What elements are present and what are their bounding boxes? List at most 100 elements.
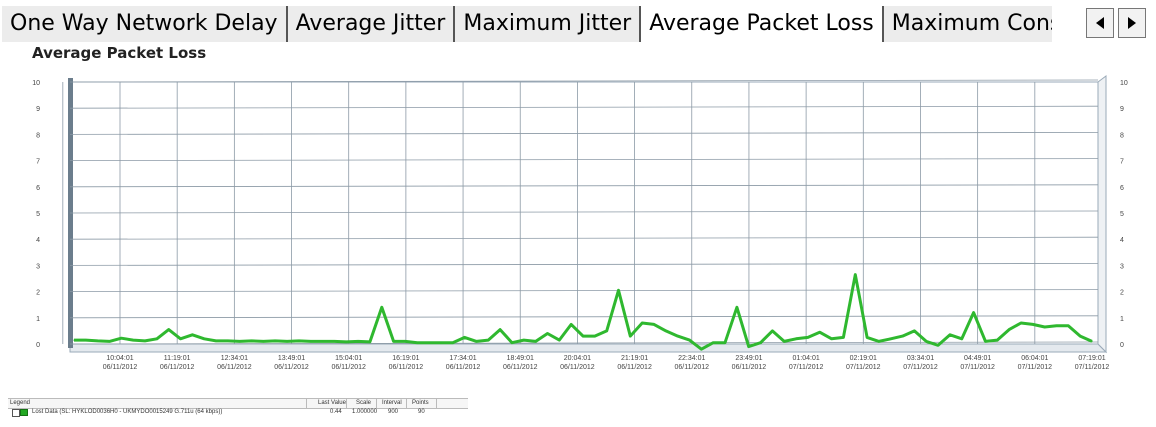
data-point <box>736 306 738 308</box>
x-tick-time: 12:34:01 <box>221 355 248 362</box>
tab-one-way-network-delay[interactable]: One Way Network Delay <box>2 6 288 42</box>
gridline-h <box>69 132 1099 135</box>
data-point <box>748 346 750 348</box>
plot-floor <box>69 343 1108 353</box>
legend-header-last-value: Last Value <box>318 400 346 406</box>
x-tick-time: 23:49:01 <box>735 355 762 362</box>
x-tick-time: 20:04:01 <box>564 355 591 362</box>
y-tick-label-right: 6 <box>1120 185 1124 192</box>
data-point <box>262 340 264 342</box>
data-point <box>535 340 537 342</box>
x-tick-date: 07/11/2012 <box>1018 364 1053 371</box>
data-point <box>144 340 146 342</box>
tab-strip: One Way Network Delay Average Jitter Max… <box>0 0 1156 44</box>
chart-title: Average Packet Loss <box>32 44 207 62</box>
data-point <box>475 340 478 342</box>
x-tick-time: 07:19:01 <box>1078 355 1105 362</box>
tab-maximum-jitter[interactable]: Maximum Jitter <box>455 6 642 42</box>
chart-area: 0 0 1 1 2 2 3 3 4 4 5 5 6 6 7 7 8 8 9 9 10 10 10:04:01 06/11/20… <box>8 68 1148 398</box>
data-point <box>179 338 182 340</box>
data-point <box>677 335 679 337</box>
data-point <box>381 306 383 308</box>
data-point <box>606 330 608 332</box>
data-point <box>570 323 572 325</box>
data-point <box>665 330 667 332</box>
data-point <box>404 340 406 342</box>
tab-scroll-left-button[interactable] <box>1086 8 1114 38</box>
data-point <box>902 335 904 337</box>
legend-visibility-checkbox[interactable] <box>12 409 20 417</box>
legend-points: 90 <box>418 409 425 415</box>
data-point <box>310 340 312 342</box>
data-point <box>523 339 525 341</box>
x-tick-date: 06/11/2012 <box>217 364 252 371</box>
data-point <box>558 339 560 341</box>
x-tick-time: 03:34:01 <box>907 355 934 362</box>
data-point <box>629 335 631 337</box>
x-tick-date: 06/11/2012 <box>274 364 309 371</box>
data-point <box>724 342 726 344</box>
tab-scroll-right-button[interactable] <box>1118 8 1146 38</box>
data-point <box>653 323 655 325</box>
data-point <box>73 339 75 341</box>
data-point <box>984 340 987 342</box>
x-tick-date: 06/11/2012 <box>160 364 195 371</box>
tab-maximum-cons[interactable]: Maximum Cons <box>883 6 1052 42</box>
data-point <box>854 274 856 276</box>
x-tick-time: 18:49:01 <box>507 355 534 362</box>
data-point <box>700 348 703 350</box>
x-tick-date: 06/11/2012 <box>503 364 538 371</box>
triangle-right-icon <box>1128 17 1136 29</box>
data-point <box>274 340 276 342</box>
x-tick-time: 17:34:01 <box>449 355 476 362</box>
y-tick-label-left: 2 <box>36 290 40 297</box>
x-tick-time: 06:04:01 <box>1021 355 1048 362</box>
data-point <box>937 344 939 346</box>
data-point <box>120 337 122 339</box>
x-tick-date: 07/11/2012 <box>1075 364 1110 371</box>
plot-side-wall <box>1097 75 1107 354</box>
data-point <box>807 336 809 338</box>
data-point <box>215 340 217 342</box>
data-point <box>227 340 229 342</box>
y-tick-label-right: 4 <box>1120 237 1124 244</box>
data-point <box>487 339 489 341</box>
y-tick-label-right: 3 <box>1120 263 1124 270</box>
legend-last-value: 0.44 <box>330 409 342 415</box>
data-point <box>996 339 998 341</box>
x-tick-time: 02:19:01 <box>850 355 877 362</box>
line-chart: 0 0 1 1 2 2 3 3 4 4 5 5 6 6 7 7 8 8 9 9 10 10 10:04:01 06/11/20… <box>32 75 1128 371</box>
gridline-h <box>69 236 1099 240</box>
y-tick-label-right: 5 <box>1120 211 1124 218</box>
x-tick-date: 07/11/2012 <box>960 364 995 371</box>
x-tick-time: 10:04:01 <box>106 355 133 362</box>
legend-header-scale: Scale <box>356 400 372 406</box>
triangle-left-icon <box>1096 17 1104 29</box>
x-tick-time: 15:04:01 <box>335 355 362 362</box>
data-point <box>239 340 241 342</box>
x-tick-date: 06/11/2012 <box>732 364 767 371</box>
data-point <box>617 289 620 291</box>
x-tick-time: 01:04:01 <box>792 355 819 362</box>
x-tick-time: 11:19:01 <box>164 355 191 362</box>
data-point <box>1008 329 1010 331</box>
data-point <box>1044 326 1046 328</box>
legend-interval: 900 <box>388 409 399 415</box>
x-tick-date: 07/11/2012 <box>903 364 938 371</box>
x-tick-time: 13:49:01 <box>278 355 305 362</box>
data-point <box>783 340 785 342</box>
gridline-h <box>69 262 1099 266</box>
data-point <box>890 338 892 340</box>
tab-list: One Way Network Delay Average Jitter Max… <box>2 6 1052 42</box>
data-point <box>85 339 87 341</box>
tab-average-jitter[interactable]: Average Jitter <box>287 6 456 42</box>
legend-row[interactable]: Lost Data (SL: HYKLOD0036H0 - UKMYDO0015… <box>8 408 468 417</box>
x-tick-time: 16:19:01 <box>392 355 419 362</box>
data-point <box>771 330 774 332</box>
data-point <box>393 340 395 342</box>
legend-scale: 1.000000 <box>352 409 378 415</box>
x-tick-time: 04:49:01 <box>964 355 991 362</box>
y-tick-label-right: 7 <box>1120 159 1124 166</box>
tab-average-packet-loss[interactable]: Average Packet Loss <box>641 6 884 42</box>
data-point <box>499 329 501 331</box>
